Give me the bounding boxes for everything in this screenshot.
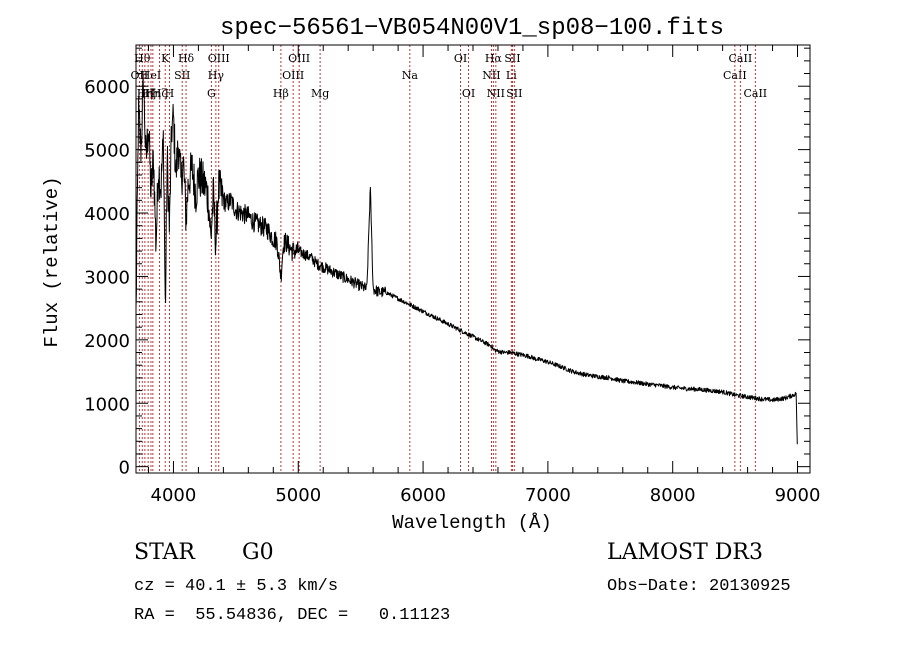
line-label: Mg: [311, 87, 329, 100]
line-label: SII: [174, 69, 190, 82]
line-label: Hδ: [178, 52, 195, 65]
line-label: Hη: [145, 87, 161, 100]
line-label: Hθ: [134, 52, 151, 65]
line-label: OIII: [282, 69, 304, 82]
spectral-subclass: G0: [242, 540, 274, 565]
flux-series: [135, 74, 798, 445]
y-axis-label: Flux (relative): [41, 176, 63, 347]
line-label: Li: [506, 69, 517, 82]
y-tick-label: 1000: [84, 394, 130, 415]
x-axis-label: Wavelength (Å): [392, 512, 552, 534]
object-class: STAR: [134, 540, 196, 565]
line-label: SII: [504, 52, 520, 65]
chart-title: spec−56561−VB054N00V1_sp08−100.fits: [220, 15, 724, 42]
x-tick-label: 9000: [775, 485, 821, 506]
line-label: OI: [454, 52, 467, 65]
survey-name: LAMOST DR3: [607, 540, 763, 565]
line-label: OI: [462, 87, 475, 100]
line-label: HeI: [141, 69, 161, 82]
ra-dec-coordinates: RA = 55.54836, DEC = 0.11123: [134, 606, 450, 625]
y-axis-ticks: 0 1000 2000 3000 4000 5000 6000: [84, 47, 810, 479]
y-tick-label: 5000: [84, 141, 130, 162]
x-axis-ticks: 4000 5000 6000 7000 8000 9000: [147, 45, 821, 506]
x-tick-label: 5000: [275, 485, 321, 506]
line-label: CaII: [729, 52, 753, 65]
y-tick-label: 0: [119, 458, 130, 479]
line-label: SII: [506, 87, 522, 100]
x-tick-label: 8000: [650, 485, 696, 506]
line-label: NII: [482, 69, 500, 82]
line-label: G: [207, 87, 216, 100]
line-label: H: [165, 87, 175, 100]
line-label: K: [161, 52, 170, 65]
line-label: OII: [131, 69, 149, 82]
spectral-line-markers: OIIHθHηHζHeIHηHζKHSIIHδGHγOIIIHβOIIIOIII…: [131, 45, 767, 473]
line-label: OIII: [288, 52, 310, 65]
line-label: Hη: [137, 87, 153, 100]
observation-date: Obs−Date: 20130925: [607, 577, 791, 596]
line-label: NII: [487, 87, 505, 100]
line-label: Hγ: [208, 69, 225, 82]
line-label: Hζ: [152, 87, 168, 100]
line-label: OIII: [208, 52, 230, 65]
flux-spectrum-line: [135, 74, 798, 445]
redshift-value: cz = 40.1 ± 5.3 km/s: [134, 577, 338, 596]
line-label: CaII: [723, 69, 747, 82]
plot-frame: [135, 44, 811, 474]
y-tick-label: 2000: [84, 331, 130, 352]
x-tick-label: 4000: [151, 485, 197, 506]
line-label: Hβ: [273, 87, 289, 100]
y-tick-label: 3000: [84, 267, 130, 288]
x-tick-label: 7000: [525, 485, 571, 506]
x-tick-label: 6000: [400, 485, 446, 506]
y-tick-label: 6000: [84, 77, 130, 98]
line-label: Na: [402, 69, 419, 82]
line-label: CaII: [743, 87, 767, 100]
line-label: Hα: [485, 52, 503, 65]
y-tick-label: 4000: [84, 204, 130, 225]
